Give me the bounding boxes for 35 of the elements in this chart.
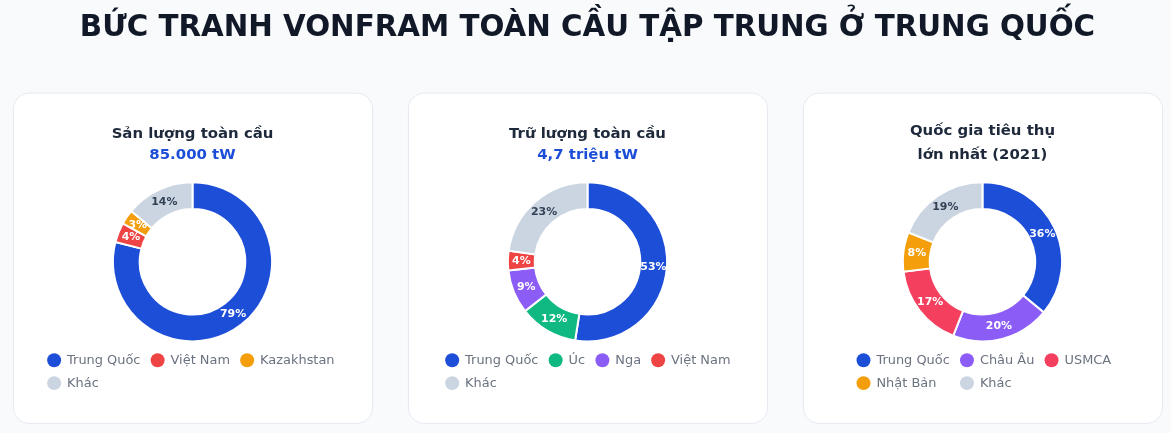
data-label: 20% — [985, 318, 1013, 332]
data-label: 12% — [541, 311, 568, 325]
data-label: 3% — [128, 217, 148, 231]
donut-slice — [111, 181, 274, 343]
data-label: 8% — [907, 246, 927, 260]
legend-label: USMCA — [1064, 352, 1112, 368]
data-label: 14% — [151, 194, 178, 208]
chart-subtitle: 4,7 triệu tW — [537, 145, 638, 164]
legend-label: Việt Nam — [671, 352, 731, 368]
legend-label: Kazakhstan — [260, 352, 335, 368]
data-label: 23% — [531, 204, 558, 218]
data-label: 9% — [516, 279, 536, 293]
legend-label: Nhật Bản — [876, 375, 937, 391]
legend-label: Khác — [465, 375, 497, 391]
legend-label: Châu Âu — [979, 352, 1035, 368]
chart-title: Quốc gia tiêu thụ lớn nhất (2021) — [909, 121, 1056, 164]
legend-label: Trung Quốc — [875, 352, 950, 368]
legend-label: Trung Quốc — [464, 352, 539, 368]
text: BỨC TRANH VONFRAM TOÀN CẦU TẬP TRUNG Ở TRUNG QUỐC — [79, 2, 1096, 43]
legend-label: Khác — [67, 375, 99, 391]
data-label: 4% — [512, 253, 531, 267]
chart-subtitle: 85.000 tW — [149, 145, 236, 164]
legend-label: Việt Nam — [170, 352, 230, 368]
legend-label: Úc — [568, 352, 586, 368]
data-label: 79% — [219, 307, 247, 321]
data-label: 36% — [1029, 226, 1056, 240]
data-label: 17% — [917, 295, 944, 309]
data-label: 53% — [640, 259, 667, 273]
data-label: 4% — [121, 230, 141, 244]
chart-title: Sản lượng toàn cầu — [111, 124, 274, 143]
chart-title: Trữ lượng toàn cầu — [509, 124, 666, 143]
legend-label: Nga — [615, 352, 642, 368]
legend-label: Trung Quốc — [66, 352, 141, 368]
data-label: 19% — [932, 200, 959, 214]
legend-label: Khác — [979, 375, 1012, 391]
